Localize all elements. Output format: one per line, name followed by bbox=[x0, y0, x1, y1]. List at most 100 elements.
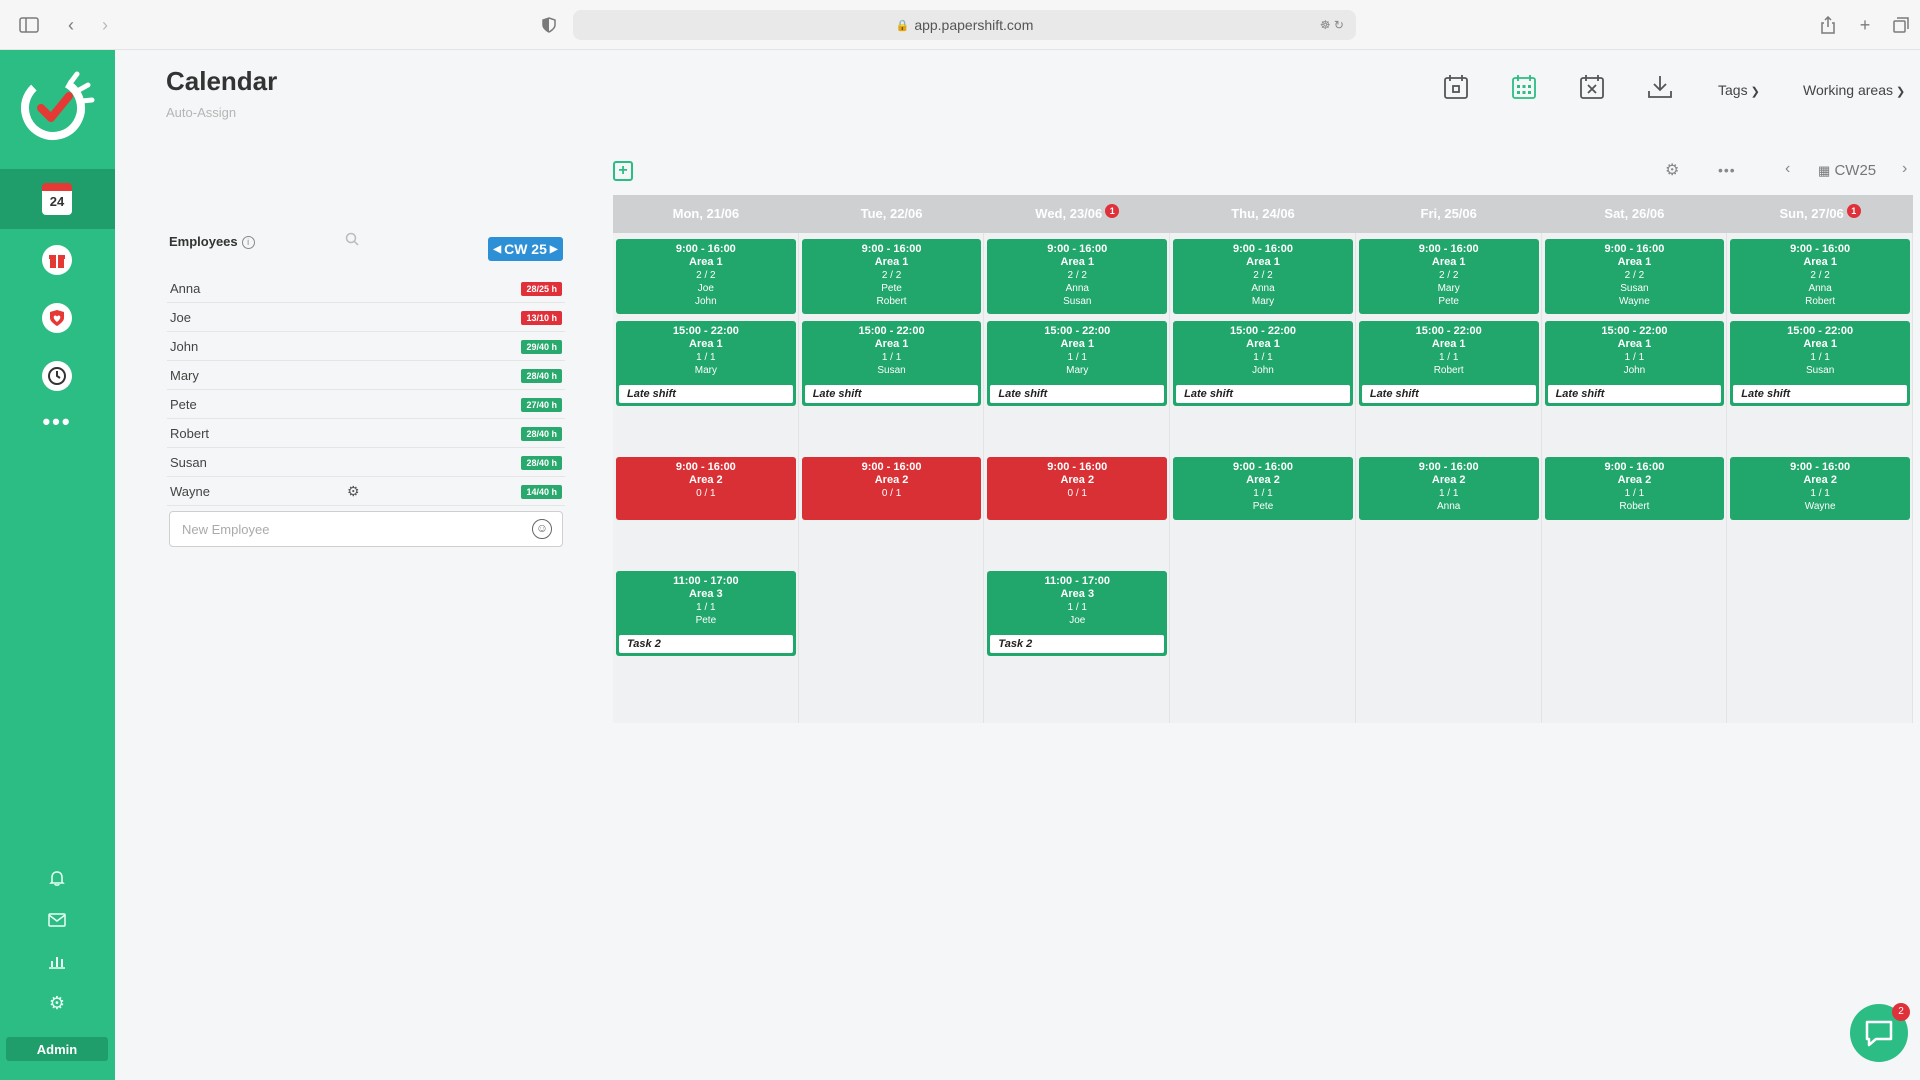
shift-staff-count: 1 / 1 bbox=[696, 352, 716, 363]
admin-button[interactable]: Admin bbox=[6, 1037, 108, 1061]
shift-area: Area 2 bbox=[874, 474, 909, 486]
nav-more[interactable]: ••• bbox=[37, 402, 77, 442]
shift-area: Area 2 bbox=[1060, 474, 1095, 486]
nav-calendar[interactable]: 24 bbox=[37, 179, 77, 219]
tags-dropdown[interactable]: Tags ❯ bbox=[1718, 82, 1760, 98]
employee-settings-gear-icon[interactable]: ⚙ bbox=[347, 483, 360, 499]
tab-overview-icon[interactable] bbox=[1888, 12, 1914, 38]
working-areas-dropdown[interactable]: Working areas ❯ bbox=[1803, 82, 1905, 98]
download-icon[interactable] bbox=[1643, 70, 1677, 104]
shift-area: Area 1 bbox=[1617, 338, 1652, 350]
day-header[interactable]: Sun, 27/06 1 bbox=[1727, 195, 1913, 233]
day-column[interactable] bbox=[984, 233, 1171, 723]
employee-row[interactable]: Susan 28/40 h bbox=[167, 448, 565, 477]
employee-row[interactable]: John 29/40 h bbox=[167, 332, 565, 361]
shift-card[interactable]: 15:00 - 22:00 Area 1 1 / 1 Robert Late shift bbox=[1358, 321, 1539, 406]
shift-card[interactable]: 9:00 - 16:00 Area 2 0 / 1 bbox=[987, 457, 1168, 520]
day-header[interactable]: Fri, 25/06 bbox=[1355, 195, 1542, 233]
shift-card[interactable]: 9:00 - 16:00 Area 2 1 / 1 Anna bbox=[1358, 457, 1539, 520]
nav-absences[interactable] bbox=[37, 240, 77, 280]
shift-time: 9:00 - 16:00 bbox=[1047, 243, 1108, 255]
share-icon[interactable] bbox=[1815, 12, 1841, 38]
shift-card[interactable]: 9:00 - 16:00 Area 2 1 / 1 Wayne bbox=[1730, 457, 1910, 520]
settings-gear-icon[interactable]: ⚙ bbox=[48, 992, 66, 1013]
messages-mail-icon[interactable] bbox=[44, 907, 70, 933]
add-shift-icon[interactable]: + bbox=[613, 161, 633, 181]
day-column[interactable] bbox=[799, 233, 985, 723]
week-view-icon[interactable] bbox=[1507, 70, 1541, 104]
notifications-bell-icon[interactable] bbox=[44, 865, 70, 891]
day-header[interactable]: Wed, 23/06 1 bbox=[984, 195, 1171, 233]
shift-staff-count: 1 / 1 bbox=[1810, 488, 1830, 499]
clear-calendar-icon[interactable] bbox=[1575, 70, 1609, 104]
shift-card[interactable]: 11:00 - 17:00 Area 3 1 / 1 Pete Task 2 bbox=[616, 571, 796, 656]
shift-staff-count: 1 / 1 bbox=[1438, 488, 1459, 499]
day-view-icon[interactable] bbox=[1439, 70, 1473, 104]
day-column[interactable] bbox=[1542, 233, 1728, 723]
shift-employee-name: Mary bbox=[1066, 365, 1089, 376]
shift-employee-name: Anna bbox=[1437, 501, 1461, 512]
calendar-settings-gear-icon[interactable]: ⚙ bbox=[1665, 162, 1680, 179]
employee-row[interactable]: Wayne ⚙ 14/40 h bbox=[167, 477, 565, 506]
employee-row[interactable]: Anna 28/25 h bbox=[167, 274, 565, 303]
employee-row[interactable]: Robert 28/40 h bbox=[167, 419, 565, 448]
shift-card[interactable]: 9:00 - 16:00 Area 2 0 / 1 bbox=[616, 457, 796, 520]
shift-card[interactable]: 9:00 - 16:00 Area 2 1 / 1 Pete bbox=[1173, 457, 1353, 520]
shift-card[interactable]: 9:00 - 16:00 Area 1 2 / 2 Anna Susan bbox=[987, 239, 1168, 314]
shift-card[interactable]: 15:00 - 22:00 Area 1 1 / 1 Susan Late shift bbox=[801, 321, 982, 406]
new-tab-icon[interactable]: + bbox=[1859, 14, 1871, 35]
nav-time-tracking[interactable] bbox=[37, 356, 77, 396]
shift-card[interactable]: 15:00 - 22:00 Area 1 1 / 1 John Late shift bbox=[1544, 321, 1725, 406]
back-icon[interactable]: ‹ bbox=[68, 14, 74, 35]
shift-card[interactable]: 9:00 - 16:00 Area 1 2 / 2 Joe John bbox=[616, 239, 796, 314]
day-header[interactable]: Tue, 22/06 bbox=[798, 195, 985, 233]
week-nav[interactable]: ▦ CW25 bbox=[1818, 162, 1876, 179]
shift-card[interactable]: 11:00 - 17:00 Area 3 1 / 1 Joe Task 2 bbox=[987, 571, 1168, 656]
shift-card[interactable]: 15:00 - 22:00 Area 1 1 / 1 Susan Late shift bbox=[1730, 321, 1910, 406]
employee-row[interactable]: Joe 13/10 h bbox=[167, 303, 565, 332]
shift-card[interactable]: 9:00 - 16:00 Area 1 2 / 2 Anna Robert bbox=[1730, 239, 1910, 314]
shift-area: Area 1 bbox=[1060, 256, 1095, 268]
shift-card[interactable]: 9:00 - 16:00 Area 1 2 / 2 Anna Mary bbox=[1173, 239, 1353, 314]
employee-row[interactable]: Mary 28/40 h bbox=[167, 361, 565, 390]
day-column[interactable] bbox=[1170, 233, 1356, 723]
papershift-logo[interactable] bbox=[15, 66, 95, 146]
shift-area: Area 1 bbox=[874, 338, 909, 350]
shift-card[interactable]: 15:00 - 22:00 Area 1 1 / 1 Mary Late shift bbox=[987, 321, 1168, 406]
day-column[interactable] bbox=[1727, 233, 1913, 723]
more-dots-icon: ••• bbox=[42, 409, 72, 434]
shift-card[interactable]: 9:00 - 16:00 Area 1 2 / 2 Mary Pete bbox=[1358, 239, 1539, 314]
smiley-icon[interactable]: ☺ bbox=[532, 519, 552, 539]
shift-employee-name: Pete bbox=[881, 283, 902, 294]
day-column[interactable] bbox=[1356, 233, 1542, 723]
more-options-icon[interactable]: ••• bbox=[1718, 162, 1736, 178]
employee-row[interactable]: Pete 27/40 h bbox=[167, 390, 565, 419]
day-header[interactable]: Sat, 26/06 bbox=[1541, 195, 1728, 233]
search-icon[interactable] bbox=[345, 232, 359, 249]
day-column[interactable] bbox=[613, 233, 799, 723]
chevron-right-icon[interactable]: ▶ bbox=[549, 243, 558, 255]
shift-employee-name: Joe bbox=[697, 283, 714, 294]
forward-icon[interactable]: › bbox=[102, 14, 108, 35]
sidebar-toggle-icon[interactable] bbox=[16, 12, 42, 38]
privacy-shield-icon[interactable] bbox=[536, 12, 562, 38]
reports-chart-icon[interactable] bbox=[44, 948, 70, 974]
shift-card[interactable]: 9:00 - 16:00 Area 2 0 / 1 bbox=[801, 457, 982, 520]
chevron-left-icon[interactable]: ◀ bbox=[493, 243, 502, 255]
nav-health[interactable] bbox=[37, 298, 77, 338]
shift-card[interactable]: 9:00 - 16:00 Area 1 2 / 2 Susan Wayne bbox=[1544, 239, 1725, 314]
shift-card[interactable]: 9:00 - 16:00 Area 2 1 / 1 Robert bbox=[1544, 457, 1725, 520]
new-employee-input[interactable]: New Employee ☺ bbox=[169, 511, 563, 547]
next-week-icon[interactable]: › bbox=[1902, 160, 1908, 177]
shift-area: Area 1 bbox=[874, 256, 909, 268]
shift-card[interactable]: 15:00 - 22:00 Area 1 1 / 1 Mary Late shift bbox=[616, 321, 796, 406]
shift-card[interactable]: 15:00 - 22:00 Area 1 1 / 1 John Late shift bbox=[1173, 321, 1353, 406]
previous-week-icon[interactable]: ‹ bbox=[1785, 160, 1791, 177]
day-header[interactable]: Thu, 24/06 bbox=[1170, 195, 1356, 233]
day-header[interactable]: Mon, 21/06 bbox=[613, 195, 799, 233]
info-icon[interactable]: i bbox=[241, 236, 255, 250]
week-selector-badge[interactable]: ◀ CW 25 ▶ bbox=[488, 237, 563, 261]
address-bar[interactable]: 🔒 app.papershift.com ☸ ↻ bbox=[573, 10, 1356, 40]
shift-card[interactable]: 9:00 - 16:00 Area 1 2 / 2 Pete Robert bbox=[801, 239, 982, 314]
translate-reload-icons[interactable]: ☸ ↻ bbox=[1319, 18, 1344, 32]
